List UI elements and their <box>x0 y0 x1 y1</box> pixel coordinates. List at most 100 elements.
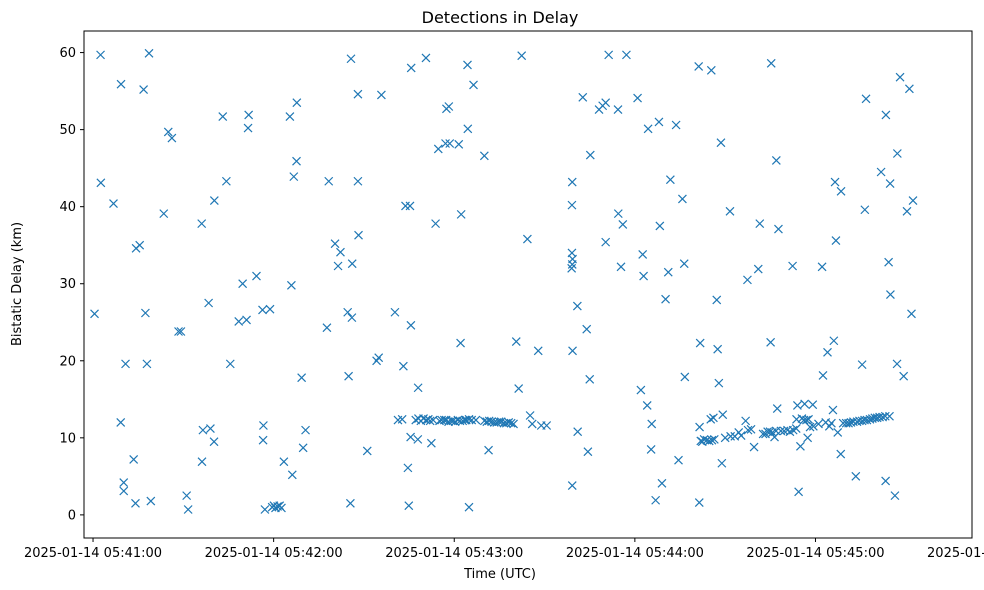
data-point <box>121 359 130 369</box>
data-point <box>176 327 186 336</box>
data-point <box>636 385 646 395</box>
x-axis-label: Time (UTC) <box>463 567 536 582</box>
data-point <box>567 200 577 210</box>
data-point <box>198 425 208 435</box>
data-point <box>857 360 867 370</box>
data-point <box>655 221 665 231</box>
data-point <box>322 323 332 333</box>
data-point <box>860 205 870 215</box>
data-point <box>525 411 535 420</box>
data-point <box>522 234 532 244</box>
data-point <box>766 58 776 68</box>
data-point <box>743 425 753 435</box>
y-axis: 0 10 20 30 40 50 60 <box>59 46 84 523</box>
data-point <box>353 89 363 99</box>
data-point <box>638 250 648 259</box>
data-point <box>895 72 905 82</box>
data-point <box>720 433 730 443</box>
data-point <box>679 259 689 269</box>
data-point <box>665 175 675 185</box>
data-point <box>585 150 595 160</box>
data-point <box>800 399 810 409</box>
data-point <box>736 431 746 440</box>
data-point <box>441 139 450 148</box>
data-point <box>755 219 765 229</box>
data-point <box>791 424 801 434</box>
y-tick-label: 20 <box>59 354 76 369</box>
data-point <box>406 63 416 73</box>
data-point <box>405 201 415 211</box>
data-point <box>390 307 400 317</box>
data-point <box>706 65 716 75</box>
data-point <box>445 139 455 148</box>
x-axis: 2025-01-14 05:41:00 2025-01-14 05:42:00 20… <box>24 538 984 561</box>
data-point <box>567 481 577 491</box>
data-point <box>218 112 228 121</box>
data-point <box>674 455 683 465</box>
data-point <box>287 470 297 480</box>
data-point <box>836 186 846 196</box>
data-point <box>413 383 423 393</box>
data-point <box>661 294 670 304</box>
data-point <box>209 437 219 447</box>
data-point <box>467 415 477 425</box>
data-point <box>818 370 828 380</box>
data-point <box>814 419 823 429</box>
data-point <box>568 346 577 356</box>
plot-area-frame <box>83 30 973 539</box>
data-point <box>902 206 912 216</box>
data-point <box>677 194 687 204</box>
data-point <box>663 267 673 277</box>
data-point <box>582 324 592 334</box>
data-point <box>225 359 235 369</box>
data-point <box>238 279 248 289</box>
y-tick-label: 40 <box>59 200 76 215</box>
data-point <box>509 419 518 429</box>
data-point <box>96 50 105 60</box>
data-point <box>753 264 763 274</box>
data-point <box>642 401 652 410</box>
data-point <box>726 431 736 441</box>
data-point <box>725 206 735 216</box>
data-point <box>657 478 667 488</box>
data-point <box>444 102 454 111</box>
data-point <box>836 449 846 459</box>
data-point <box>817 262 827 272</box>
x-tick-label: 2025-01-14 05:45:00 <box>746 546 884 561</box>
data-point <box>647 419 657 429</box>
data-point <box>297 373 307 383</box>
data-point <box>671 120 681 130</box>
data-point <box>403 463 413 473</box>
data-point <box>426 438 436 448</box>
data-point <box>774 224 783 234</box>
chart-title: Detections in Delay <box>422 8 579 27</box>
data-point <box>699 434 709 444</box>
data-point <box>109 199 118 209</box>
data-point <box>258 305 267 315</box>
data-point <box>301 425 310 435</box>
y-tick-label: 60 <box>59 46 76 61</box>
data-point <box>343 307 353 317</box>
data-point <box>96 178 106 188</box>
data-point <box>788 261 798 271</box>
data-point <box>583 447 593 457</box>
data-point <box>376 90 386 100</box>
data-point <box>741 416 751 426</box>
data-point <box>794 487 804 497</box>
y-tick-label: 0 <box>68 508 76 523</box>
data-point <box>142 359 152 369</box>
data-point <box>718 410 728 420</box>
data-point <box>279 457 289 467</box>
data-point <box>344 371 354 381</box>
data-point <box>788 425 798 435</box>
data-point <box>851 471 861 481</box>
data-point <box>578 92 588 102</box>
x-tick-label: 2025-01-14 05:42:00 <box>205 546 343 561</box>
data-point <box>260 505 270 514</box>
data-point <box>709 434 719 444</box>
data-point <box>258 421 268 430</box>
data-point <box>885 411 894 421</box>
data-point <box>808 400 818 410</box>
data-point <box>654 117 664 127</box>
data-point <box>209 196 219 205</box>
